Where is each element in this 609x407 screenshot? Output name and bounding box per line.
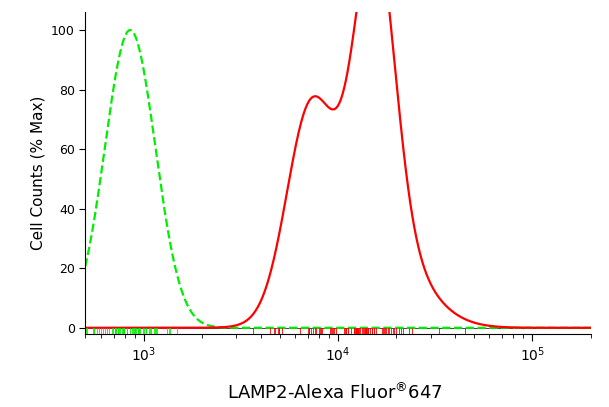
Text: LAMP2-Alexa Fluor$^{®}$647: LAMP2-Alexa Fluor$^{®}$647 [227,382,443,403]
Y-axis label: Cell Counts (% Max): Cell Counts (% Max) [30,96,46,250]
